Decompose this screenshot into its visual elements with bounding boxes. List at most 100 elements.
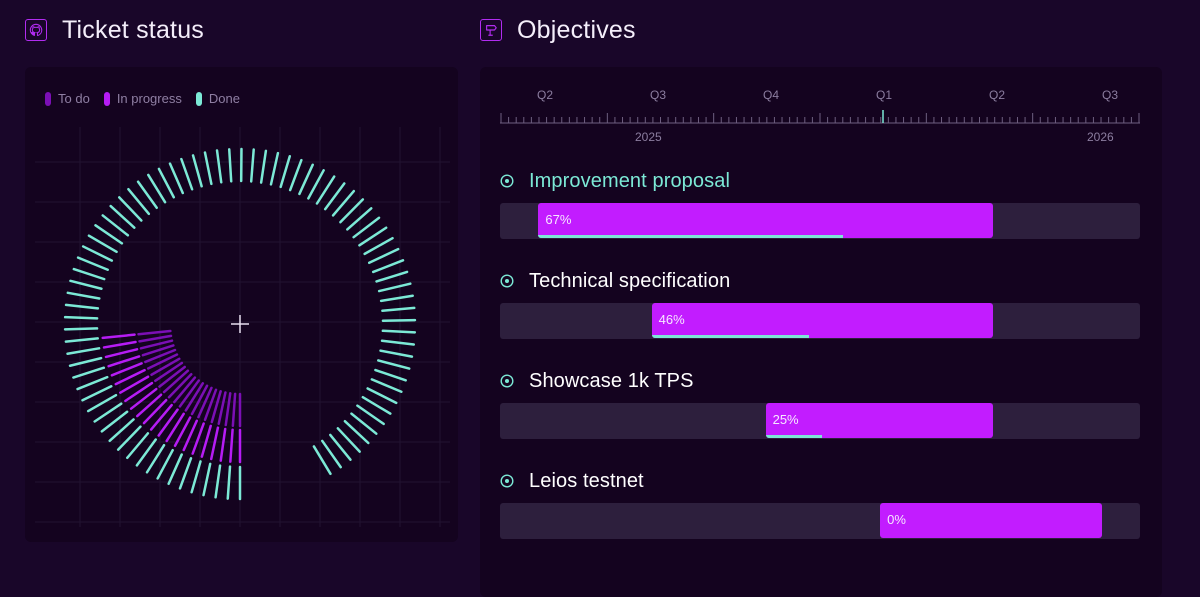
done-segment xyxy=(339,198,365,224)
ticket-status-radial-chart xyxy=(35,127,450,527)
to-do-segment xyxy=(158,365,186,388)
objective-bar[interactable]: 67% xyxy=(538,203,993,238)
done-segment xyxy=(93,402,123,423)
done-segment xyxy=(321,439,342,469)
done-segment xyxy=(269,151,280,186)
quarter-label: Q4 xyxy=(763,88,780,102)
done-segment xyxy=(178,457,193,490)
to-do-segment xyxy=(210,390,222,424)
legend-label-done: Done xyxy=(208,91,240,106)
done-segment xyxy=(361,395,392,415)
done-segment xyxy=(135,438,158,467)
done-segment xyxy=(168,162,185,195)
to-do-segment xyxy=(231,392,237,428)
objective-title: Technical specification xyxy=(529,269,731,292)
ticket-status-title: Ticket status xyxy=(62,15,204,44)
in-progress-segment xyxy=(209,426,220,461)
done-segment xyxy=(323,182,346,211)
done-segment xyxy=(259,149,268,184)
objectives-panel: Q2 Q3 Q4 Q1 Q2 Q3 2025 2026 Improvement … xyxy=(480,67,1162,597)
quarter-label: Q2 xyxy=(989,88,1006,102)
done-segment xyxy=(370,378,403,394)
to-do-segment xyxy=(190,384,209,416)
to-do-segment xyxy=(184,382,205,412)
to-do-segment xyxy=(139,339,174,350)
to-do-segment xyxy=(203,388,218,422)
done-segment xyxy=(381,318,417,323)
in-progress-segment xyxy=(149,403,173,431)
in-progress-segment xyxy=(102,340,137,349)
in-progress-segment xyxy=(182,419,199,452)
legend-item-to-do[interactable]: To do xyxy=(45,91,90,106)
done-segment xyxy=(366,387,398,405)
objective-improvement-proposal[interactable]: Improvement proposal 67% xyxy=(500,168,1140,239)
objective-bar[interactable]: 46% xyxy=(651,303,993,338)
done-segment xyxy=(145,443,166,474)
done-segment xyxy=(86,393,118,413)
github-icon xyxy=(25,19,47,41)
done-segment xyxy=(72,366,106,379)
done-segment xyxy=(63,327,99,331)
done-segment xyxy=(81,385,113,402)
objectives-title: Objectives xyxy=(517,15,636,44)
in-progress-ring xyxy=(101,333,242,464)
done-segment xyxy=(167,453,183,486)
done-segment xyxy=(116,425,142,451)
quarter-label: Q2 xyxy=(537,88,554,102)
in-progress-segment xyxy=(219,427,227,462)
done-segment xyxy=(346,207,373,231)
to-do-segment xyxy=(146,353,179,370)
in-progress-segment xyxy=(229,428,234,463)
legend-swatch-to-do xyxy=(45,91,51,106)
done-segment xyxy=(367,247,400,265)
done-segment xyxy=(109,204,136,229)
objective-progress-fill xyxy=(651,335,809,338)
to-do-segment xyxy=(167,373,193,399)
in-progress-segment xyxy=(114,368,146,386)
in-progress-segment xyxy=(107,355,141,368)
to-do-segment xyxy=(141,344,175,357)
legend-label-in-progress: In progress xyxy=(116,91,182,106)
done-segment xyxy=(101,214,130,237)
objective-progress-fill xyxy=(765,435,823,438)
objective-bar[interactable]: 0% xyxy=(880,503,1102,538)
objective-percent: 46% xyxy=(658,312,685,327)
crosshair-icon[interactable] xyxy=(231,315,249,333)
done-segment xyxy=(191,154,203,188)
objective-leios-testnet[interactable]: Leios testnet 0% xyxy=(500,468,1140,539)
timeline-axis: Q2 Q3 Q4 Q1 Q2 Q3 2025 2026 xyxy=(500,67,1140,147)
objective-bar[interactable]: 25% xyxy=(765,403,993,438)
objective-technical-specification[interactable]: Technical specification 46% xyxy=(500,268,1140,339)
done-segment xyxy=(127,187,151,216)
done-segment xyxy=(64,303,100,310)
done-segment xyxy=(87,234,118,254)
done-segment xyxy=(371,259,405,274)
in-progress-segment xyxy=(110,362,143,377)
quarter-label: Q3 xyxy=(650,88,667,102)
in-progress-segment xyxy=(142,398,168,425)
done-segment xyxy=(108,418,135,443)
objective-percent: 67% xyxy=(545,212,572,227)
done-segment xyxy=(68,356,103,367)
ticket-status-panel: To do In progress Done xyxy=(25,67,458,542)
done-segment xyxy=(288,158,303,192)
done-segment xyxy=(375,270,409,283)
legend-item-in-progress[interactable]: In progress xyxy=(103,91,182,106)
objective-showcase-1k-tps[interactable]: Showcase 1k TPS 25% xyxy=(500,368,1140,439)
legend-swatch-done xyxy=(195,91,202,106)
done-segment xyxy=(298,163,314,196)
done-segment xyxy=(157,167,176,199)
in-progress-segment xyxy=(157,408,179,437)
objective-percent: 25% xyxy=(772,412,799,427)
year-label: 2025 xyxy=(635,130,662,144)
legend-item-done[interactable]: Done xyxy=(195,91,240,106)
objective-track: 67% xyxy=(500,203,1140,239)
done-ring xyxy=(63,147,417,501)
done-segment xyxy=(94,224,124,245)
done-segment xyxy=(76,375,109,391)
done-segment xyxy=(377,282,412,293)
target-icon xyxy=(500,374,514,388)
objectives-header: Objectives xyxy=(480,12,636,48)
done-segment xyxy=(312,445,332,476)
to-do-segment xyxy=(144,348,177,364)
